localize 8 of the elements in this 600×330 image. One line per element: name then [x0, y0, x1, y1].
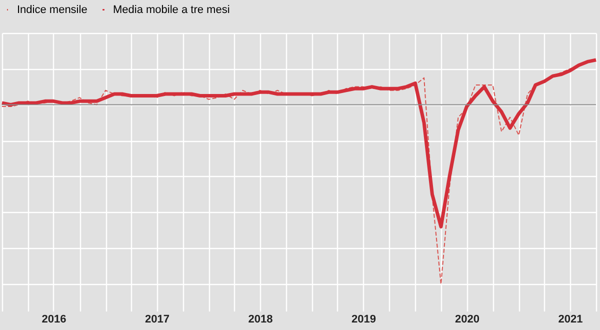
x-tick-label: 2021: [558, 314, 583, 326]
legend-label: Media mobile a tre mesi: [113, 4, 230, 16]
x-tick-label: 2017: [144, 314, 170, 326]
x-tick-label: 2019: [351, 314, 376, 326]
legend-label: Indice mensile: [17, 4, 88, 16]
x-tick-label: 2018: [248, 314, 273, 326]
x-tick-label: 2016: [42, 314, 66, 326]
x-tick-label: 2020: [454, 314, 480, 326]
